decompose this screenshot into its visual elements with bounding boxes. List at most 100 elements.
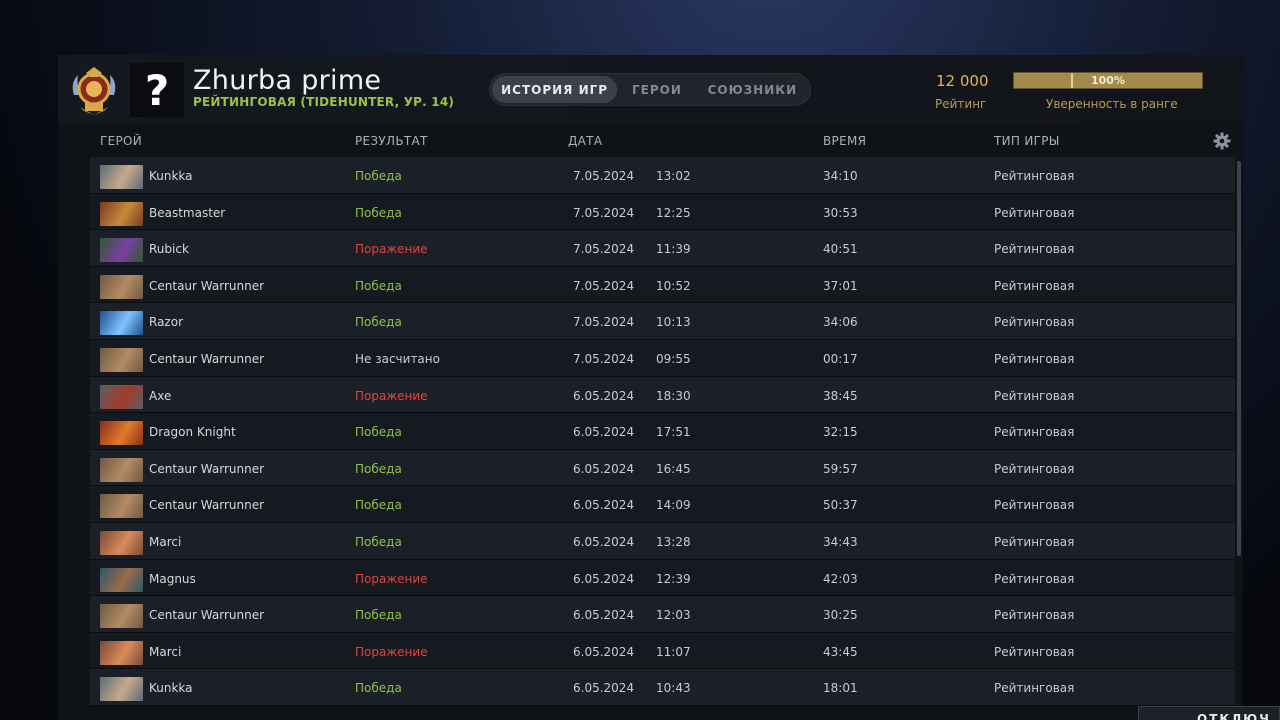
tab-match-history[interactable]: ИСТОРИЯ ИГР [492, 76, 618, 103]
match-game-type: Рейтинговая [994, 388, 1075, 403]
column-date[interactable]: ДАТА [568, 134, 603, 148]
match-game-type: Рейтинговая [994, 315, 1075, 330]
table-row[interactable]: Magnus Поражение 6.05.2024 12:39 42:03 Рейтин… [90, 559, 1235, 597]
column-game-type[interactable]: ТИП ИГРЫ [994, 134, 1060, 148]
table-row[interactable]: Centaur Warrunner Победа 7.05.2024 10:52 37:… [90, 266, 1235, 304]
column-hero[interactable]: ГЕРОЙ [100, 134, 143, 148]
table-row[interactable]: Centaur Warrunner Победа 6.05.2024 12:03 30:… [90, 596, 1235, 633]
match-game-type: Рейтинговая [994, 242, 1075, 257]
match-date: 7.05.2024 [573, 169, 635, 183]
disconnect-button[interactable]: ОТКЛЮЧ [1138, 706, 1280, 720]
hero-name: Magnus [149, 571, 196, 586]
tab-heroes[interactable]: ГЕРОИ [632, 82, 682, 97]
match-list-scrollbar[interactable] [1237, 161, 1241, 556]
hero-portrait-icon [100, 238, 143, 263]
hero-name: Marci [149, 534, 182, 549]
hero-portrait-icon [100, 274, 143, 299]
match-list: Kunkka Победа 7.05.2024 13:02 34:10 Рейтингов… [90, 157, 1235, 706]
table-row[interactable]: Kunkka Победа 6.05.2024 10:43 18:01 Рейтингов… [90, 669, 1235, 706]
avatar-placeholder-icon: ? [144, 65, 170, 115]
hero-name: Rubick [149, 242, 189, 257]
match-result: Победа [355, 278, 402, 293]
hero-name: Centaur Warrunner [149, 278, 265, 293]
table-row[interactable]: Kunkka Победа 7.05.2024 13:02 34:10 Рейтингов… [90, 157, 1235, 194]
match-duration: 32:15 [823, 425, 858, 440]
table-row[interactable]: Dragon Knight Победа 6.05.2024 17:51 32:15 Ре… [90, 413, 1235, 450]
table-row[interactable]: Centaur Warrunner Победа 6.05.2024 16:45 59:… [90, 449, 1235, 487]
match-game-type: Рейтинговая [994, 205, 1075, 220]
match-duration: 34:43 [823, 534, 858, 549]
hero-portrait-icon [100, 165, 143, 189]
column-result[interactable]: РЕЗУЛЬТАТ [355, 134, 428, 148]
rank-medal-icon[interactable] [68, 65, 120, 117]
table-row[interactable]: Razor Победа 7.05.2024 10:13 34:06 Рейтингова… [90, 303, 1235, 340]
match-date: 6.05.2024 [573, 388, 635, 403]
match-date: 6.05.2024 [573, 425, 635, 440]
match-duration: 43:45 [823, 644, 858, 659]
table-row[interactable]: Rubick Поражение 7.05.2024 11:39 40:51 Рейтин… [90, 230, 1235, 267]
column-duration[interactable]: ВРЕМЯ [823, 134, 867, 148]
table-row[interactable]: Beastmaster Победа 7.05.2024 12:25 30:53 Рейт… [90, 193, 1235, 231]
table-row[interactable]: Centaur Warrunner Победа 6.05.2024 14:09 50:… [90, 486, 1235, 523]
match-result: Победа [355, 498, 402, 513]
match-time: 10:13 [656, 315, 691, 330]
hero-portrait-icon [100, 677, 143, 702]
match-result: Победа [355, 169, 402, 183]
match-game-type: Рейтинговая [994, 608, 1075, 623]
match-time: 12:03 [656, 608, 691, 623]
table-row[interactable]: Marci Поражение 6.05.2024 11:07 43:45 Рейтинг… [90, 632, 1235, 670]
rank-confidence-marker [1071, 73, 1073, 88]
player-avatar[interactable]: ? [130, 63, 184, 117]
match-date: 6.05.2024 [573, 644, 635, 659]
tab-allies[interactable]: СОЮЗНИКИ [707, 82, 798, 97]
table-row[interactable]: Marci Победа 6.05.2024 13:28 34:43 Рейтингова… [90, 522, 1235, 560]
match-time: 09:55 [656, 351, 691, 366]
match-game-type: Рейтинговая [994, 534, 1075, 549]
table-row[interactable]: Axe Поражение 6.05.2024 18:30 38:45 Рейтингов… [90, 376, 1235, 414]
match-result: Победа [355, 608, 402, 623]
rank-confidence-value: 100% [1091, 74, 1125, 87]
hero-portrait-icon [100, 567, 143, 592]
match-game-type: Рейтинговая [994, 351, 1075, 366]
match-time: 12:39 [656, 571, 691, 586]
match-game-type: Рейтинговая [994, 461, 1075, 476]
match-result: Поражение [355, 571, 428, 586]
hero-portrait-icon [100, 494, 143, 519]
hero-portrait-icon [100, 347, 143, 372]
match-duration: 30:53 [823, 205, 858, 220]
hero-portrait-icon [100, 421, 143, 446]
rating-value: 12 000 [936, 72, 989, 90]
profile-header: ? Zhurba prime РЕЙТИНГОВАЯ (TIDEHUNTER, … [58, 55, 1243, 125]
match-date: 6.05.2024 [573, 498, 635, 513]
match-duration: 30:25 [823, 608, 858, 623]
rating-label: Рейтинг [935, 97, 987, 111]
match-game-type: Рейтинговая [994, 425, 1075, 440]
rank-confidence-label: Уверенность в ранге [1046, 97, 1178, 111]
hero-name: Axe [149, 388, 172, 403]
match-time: 11:39 [656, 242, 691, 257]
match-result: Победа [355, 315, 402, 330]
hero-portrait-icon [100, 457, 143, 482]
match-history-panel: ? Zhurba prime РЕЙТИНГОВАЯ (TIDEHUNTER, … [58, 55, 1243, 720]
match-result: Поражение [355, 388, 428, 403]
hero-name: Beastmaster [149, 205, 226, 220]
match-time: 16:45 [656, 461, 691, 476]
match-time: 12:25 [656, 205, 691, 220]
hero-portrait-icon [100, 640, 143, 665]
match-duration: 37:01 [823, 278, 858, 293]
match-duration: 42:03 [823, 571, 858, 586]
match-time: 13:28 [656, 534, 691, 549]
match-duration: 50:37 [823, 498, 858, 513]
match-game-type: Рейтинговая [994, 278, 1075, 293]
rank-confidence-fill [1014, 73, 1202, 88]
match-time: 10:43 [656, 681, 691, 696]
match-result: Победа [355, 534, 402, 549]
gear-icon[interactable] [1213, 132, 1231, 150]
table-row[interactable]: Centaur Warrunner Не засчитано 7.05.2024 09… [90, 339, 1235, 377]
match-duration: 18:01 [823, 681, 858, 696]
hero-portrait-icon [100, 604, 143, 629]
match-date: 7.05.2024 [573, 205, 635, 220]
match-duration: 34:10 [823, 169, 858, 183]
match-game-type: Рейтинговая [994, 169, 1075, 183]
hero-portrait-icon [100, 530, 143, 555]
